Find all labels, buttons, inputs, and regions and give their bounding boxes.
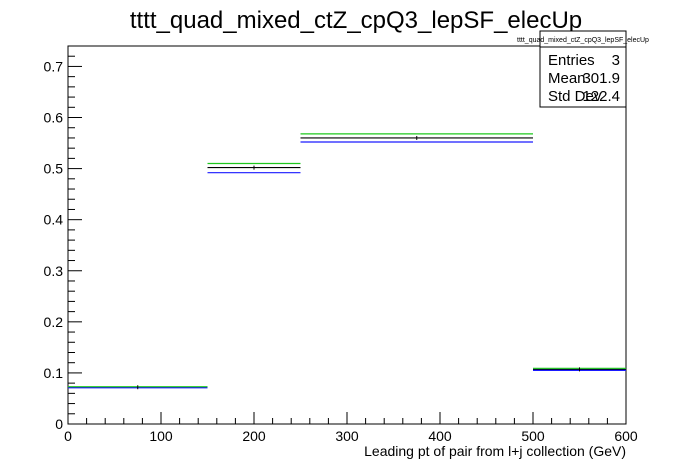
y-tick-label: 0.1 (44, 365, 64, 381)
x-tick-label: 500 (521, 428, 545, 444)
y-tick-label: 0.2 (44, 314, 64, 330)
stats-stddev-label: Std Dev (548, 88, 602, 105)
y-tick-label: 0.3 (44, 263, 64, 279)
x-tick-label: 200 (242, 428, 266, 444)
stats-entries-value: 3 (612, 52, 620, 69)
stats-title: tttt_quad_mixed_ctZ_cpQ3_lepSF_elecUp (517, 37, 649, 44)
y-tick-label: 0.5 (44, 161, 64, 177)
stats-stddev-value: 122.4 (582, 88, 620, 105)
y-tick-label: 0.6 (44, 110, 64, 126)
y-axis: 0 0.1 0.2 0.3 0.4 0.5 0.6 0.7 (44, 45, 82, 432)
stats-box: tttt_quad_mixed_ctZ_cpQ3_lepSF_elecUp En… (517, 30, 649, 108)
x-tick-label: 400 (428, 428, 452, 444)
x-tick-label: 300 (335, 428, 359, 444)
chart-title: tttt_quad_mixed_ctZ_cpQ3_lepSF_elecUp (130, 7, 582, 34)
y-tick-label: 0.4 (44, 212, 64, 228)
stats-entries-label: Entries (548, 52, 595, 69)
x-tick-label: 0 (64, 428, 72, 444)
y-tick-label: 0.7 (44, 58, 64, 74)
y-tick-label: 0 (55, 416, 63, 432)
x-tick-label: 100 (149, 428, 173, 444)
stats-box-frame (539, 30, 627, 108)
x-axis-label: Leading pt of pair from l+j collection (… (364, 443, 626, 459)
x-tick-label: 600 (614, 428, 638, 444)
stats-mean-value: 301.9 (582, 70, 620, 87)
x-axis: 0 100 200 300 400 500 600 (64, 412, 638, 444)
series-group (68, 133, 626, 390)
stats-mean-label: Mean (548, 70, 586, 87)
